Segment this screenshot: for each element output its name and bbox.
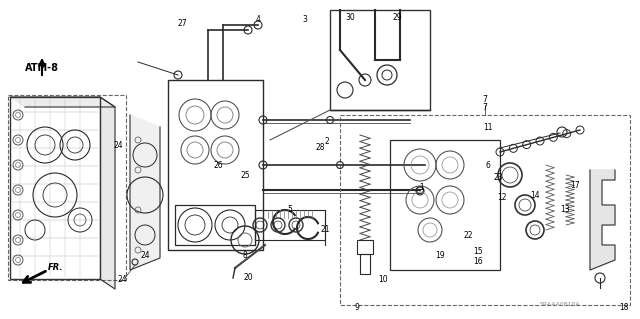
Text: 24: 24 xyxy=(113,140,123,150)
Bar xyxy=(8,95,126,280)
Text: 15: 15 xyxy=(473,248,483,256)
Polygon shape xyxy=(130,115,160,270)
Text: 29: 29 xyxy=(392,13,402,23)
Text: 7: 7 xyxy=(483,94,488,103)
Bar xyxy=(357,240,373,254)
Text: 7: 7 xyxy=(483,103,488,113)
Text: 30: 30 xyxy=(345,13,355,23)
Text: 10: 10 xyxy=(378,276,388,285)
Text: 24: 24 xyxy=(140,250,150,259)
Text: 3: 3 xyxy=(303,16,307,25)
Text: 24: 24 xyxy=(117,276,127,285)
Text: 21: 21 xyxy=(320,226,330,234)
Text: FR.: FR. xyxy=(48,263,63,272)
Text: S9AAA0810A: S9AAA0810A xyxy=(540,302,580,308)
Text: 26: 26 xyxy=(213,160,223,169)
Text: 11: 11 xyxy=(483,123,493,132)
Text: 16: 16 xyxy=(473,257,483,266)
Text: 22: 22 xyxy=(463,231,473,240)
Bar xyxy=(330,10,430,110)
Text: 14: 14 xyxy=(530,191,540,201)
Text: ATM-8: ATM-8 xyxy=(25,63,59,73)
Text: 13: 13 xyxy=(560,205,570,214)
Text: 20: 20 xyxy=(243,273,253,283)
Bar xyxy=(168,80,263,250)
Bar xyxy=(390,140,500,270)
Text: 27: 27 xyxy=(177,19,187,27)
Text: 25: 25 xyxy=(240,170,250,180)
Text: 9: 9 xyxy=(355,303,360,313)
Text: 12: 12 xyxy=(497,194,507,203)
Polygon shape xyxy=(590,170,615,270)
Text: 4: 4 xyxy=(255,16,260,25)
Polygon shape xyxy=(10,97,115,107)
Text: 28: 28 xyxy=(316,144,324,152)
Text: 8: 8 xyxy=(243,250,248,259)
Bar xyxy=(175,205,255,245)
Bar xyxy=(340,115,630,305)
Text: 23: 23 xyxy=(493,174,503,182)
Text: 6: 6 xyxy=(486,160,490,169)
Text: 19: 19 xyxy=(435,250,445,259)
Bar xyxy=(10,97,100,279)
Text: 17: 17 xyxy=(570,181,580,189)
Bar xyxy=(255,210,325,240)
Text: 1: 1 xyxy=(420,183,424,192)
Bar xyxy=(360,254,370,274)
Text: 5: 5 xyxy=(287,205,292,214)
Text: 18: 18 xyxy=(620,303,628,313)
Polygon shape xyxy=(100,97,115,289)
Text: 2: 2 xyxy=(324,137,330,146)
